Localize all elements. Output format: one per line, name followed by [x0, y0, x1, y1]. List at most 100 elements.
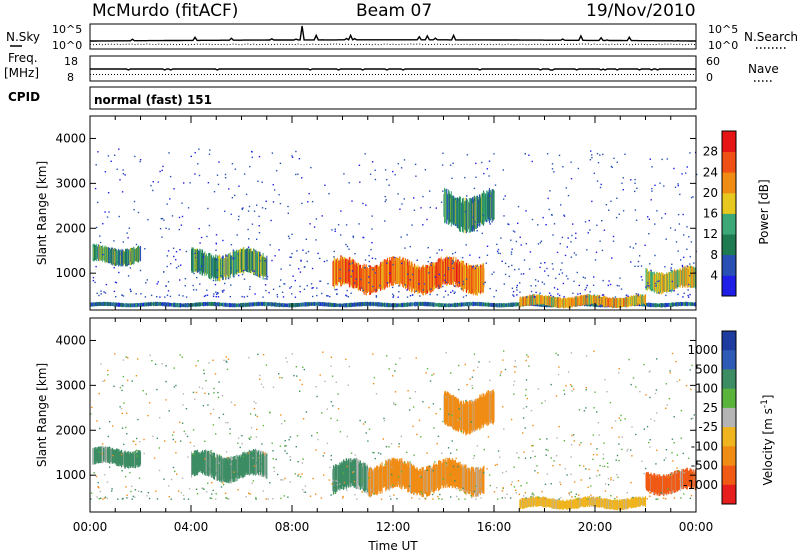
scatter-point [127, 263, 130, 266]
nsky-tick-bottom: 10^0 [52, 39, 82, 52]
scatter-point [438, 273, 440, 276]
scatter-point [630, 481, 632, 484]
echo-region [645, 467, 697, 497]
scatter-point [212, 295, 215, 297]
scatter-point [111, 425, 114, 427]
scatter-point [216, 292, 219, 294]
scatter-point [544, 270, 546, 272]
scatter-point [533, 494, 535, 496]
scatter-point [647, 282, 649, 284]
scatter-point [670, 474, 672, 476]
scatter-point [212, 279, 215, 282]
scatter-point [144, 248, 146, 250]
scatter-point [634, 182, 636, 184]
scatter-point [100, 290, 102, 292]
scatter-point [441, 249, 443, 251]
scatter-point [371, 242, 373, 244]
scatter-point [226, 361, 228, 363]
scatter-point [515, 240, 518, 243]
scatter-point [352, 471, 355, 473]
scatter-point [301, 177, 303, 179]
scatter-point [297, 173, 299, 175]
scatter-point [451, 259, 454, 262]
scatter-point [305, 411, 308, 413]
scatter-point [663, 185, 665, 187]
scatter-point [346, 289, 348, 292]
colorbar-frame [721, 130, 737, 297]
scatter-point [124, 174, 126, 176]
scatter-point [195, 289, 198, 291]
scatter-point [447, 447, 450, 449]
scatter-point [241, 443, 243, 445]
scatter-point [675, 241, 678, 243]
scatter-point [616, 284, 618, 287]
scatter-point [508, 223, 510, 226]
scatter-point [184, 278, 187, 280]
scatter-point [121, 191, 124, 193]
scatter-point [217, 183, 220, 186]
scatter-point [655, 285, 657, 287]
scatter-point [604, 379, 606, 381]
scatter-point [632, 496, 634, 499]
scatter-point [473, 369, 475, 372]
scatter-point [197, 163, 199, 165]
scatter-point [295, 150, 297, 153]
scatter-point [280, 497, 282, 500]
scatter-point [247, 452, 249, 454]
scatter-point [294, 279, 296, 282]
scatter-point [500, 371, 503, 373]
scatter-point [529, 251, 532, 253]
scatter-point [515, 489, 517, 491]
scatter-point [534, 279, 537, 281]
scatter-point [565, 275, 568, 277]
scatter-point [622, 177, 624, 179]
scatter-point [531, 445, 533, 447]
scatter-point [262, 490, 265, 492]
echo-region [191, 247, 268, 282]
scatter-point [139, 160, 141, 163]
scatter-point [512, 290, 515, 293]
scatter-point [386, 262, 388, 264]
scatter-point [491, 273, 493, 275]
scatter-point [589, 229, 591, 231]
scatter-point [107, 192, 110, 194]
scatter-point [358, 164, 361, 166]
scatter-point [671, 280, 673, 283]
scatter-point [427, 247, 429, 249]
scatter-point [248, 492, 250, 494]
scatter-point [519, 282, 521, 284]
scatter-point [249, 288, 251, 290]
scatter-point [161, 363, 163, 365]
scatter-point [118, 215, 120, 218]
scatter-point [645, 286, 647, 288]
scatter-point [374, 272, 377, 274]
scatter-point [114, 154, 116, 156]
scatter-point [391, 466, 393, 468]
scatter-point [624, 153, 626, 155]
scatter-point [157, 181, 159, 183]
scatter-point [178, 216, 181, 219]
scatter-point [161, 169, 163, 172]
colorbar-tick-label: 16 [703, 207, 718, 221]
scatter-point [203, 369, 205, 371]
scatter-point [443, 274, 446, 277]
scatter-point [392, 295, 395, 297]
scatter-point [649, 158, 651, 160]
scatter-point [550, 294, 552, 297]
scatter-point [311, 287, 313, 289]
echo-cell [493, 392, 495, 422]
scatter-point [375, 296, 378, 298]
scatter-point [437, 495, 439, 498]
scatter-point [94, 187, 97, 190]
scatter-point [518, 268, 520, 270]
scatter-point [104, 292, 107, 294]
scatter-point [239, 446, 241, 449]
scatter-point [119, 386, 122, 389]
scatter-point [475, 162, 477, 165]
scatter-point [593, 350, 595, 352]
scatter-point [386, 178, 388, 181]
scatter-point [409, 295, 412, 297]
scatter-point [261, 463, 263, 465]
scatter-point [607, 477, 610, 480]
scatter-point [570, 178, 573, 180]
